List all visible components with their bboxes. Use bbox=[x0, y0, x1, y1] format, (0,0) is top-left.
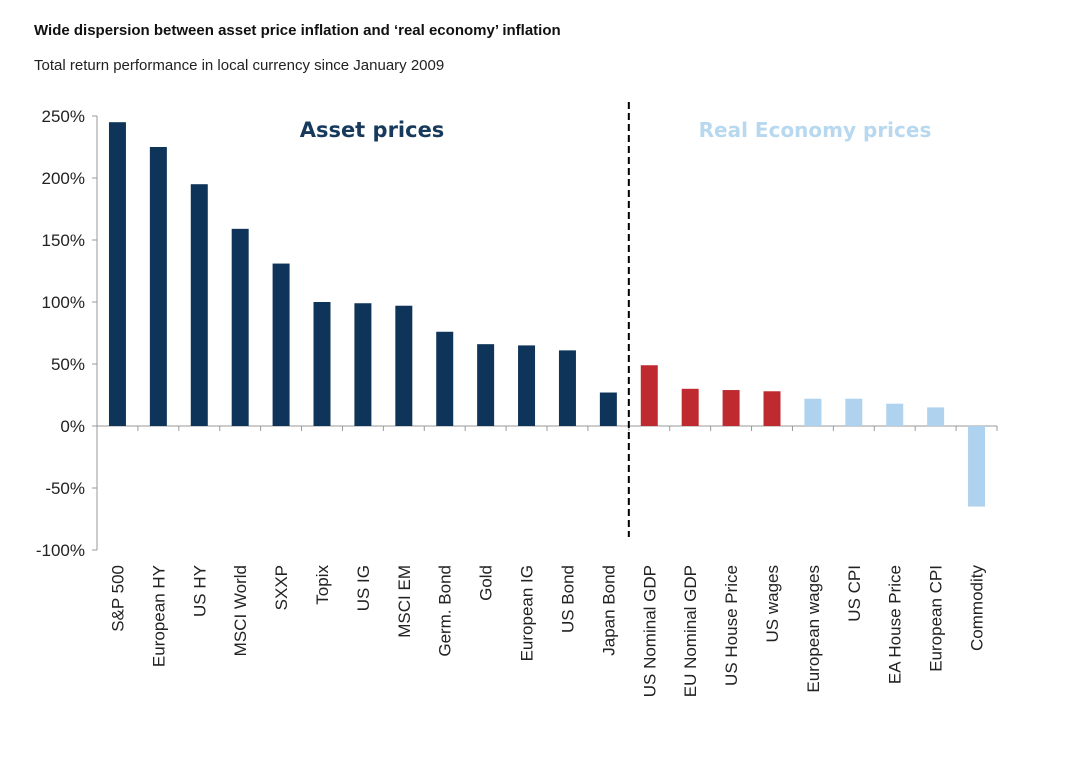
annotation-real-economy-prices: Real Economy prices bbox=[699, 118, 932, 142]
x-tick-label: Gold bbox=[477, 565, 496, 601]
bar-sxxp bbox=[272, 263, 290, 426]
bar-s-p-500 bbox=[108, 122, 126, 426]
bar-us-house-price bbox=[722, 390, 740, 426]
y-tick-label: 50% bbox=[51, 355, 85, 374]
bar-us-nominal-gdp bbox=[640, 365, 658, 426]
y-tick-label: -100% bbox=[36, 541, 85, 560]
x-tick-label: European CPI bbox=[927, 565, 946, 672]
bar-topix bbox=[313, 302, 331, 426]
chart-title: Wide dispersion between asset price infl… bbox=[34, 22, 561, 39]
bar-commodity bbox=[968, 426, 986, 507]
x-tick-label: US House Price bbox=[722, 565, 741, 686]
x-tick-label: US Bond bbox=[558, 565, 577, 633]
y-tick-label: 200% bbox=[42, 169, 85, 188]
x-tick-label: US IG bbox=[354, 565, 373, 611]
x-tick-label: Japan Bond bbox=[599, 565, 618, 656]
x-tick-label: European wages bbox=[804, 565, 823, 693]
bar-us-cpi bbox=[845, 398, 863, 426]
x-tick-label: S&P 500 bbox=[108, 565, 127, 632]
bar-germ-bond bbox=[436, 331, 454, 426]
bar-european-wages bbox=[804, 398, 822, 426]
x-tick-label: US wages bbox=[763, 565, 782, 642]
x-tick-label: Topix bbox=[313, 565, 332, 605]
annotation-asset-prices: Asset prices bbox=[300, 118, 445, 142]
x-tick-label: EA House Price bbox=[886, 565, 905, 684]
y-tick-label: 150% bbox=[42, 231, 85, 250]
bar-european-cpi bbox=[927, 407, 945, 426]
chart-subtitle: Total return performance in local curren… bbox=[34, 57, 445, 74]
y-tick-label: 250% bbox=[42, 107, 85, 126]
bar-ea-house-price bbox=[886, 403, 904, 426]
x-tick-label: European HY bbox=[149, 565, 168, 667]
x-tick-label: US HY bbox=[190, 565, 209, 617]
bar-us-ig bbox=[354, 303, 372, 426]
x-tick-label: Germ. Bond bbox=[436, 565, 455, 657]
bar-european-hy bbox=[149, 147, 167, 426]
bar-us-wages bbox=[763, 391, 781, 426]
bar-japan-bond bbox=[599, 392, 617, 426]
bar-msci-em bbox=[395, 305, 413, 426]
bar-gold bbox=[477, 344, 495, 426]
x-tick-label: US Nominal GDP bbox=[640, 565, 659, 697]
x-tick-label: MSCI World bbox=[231, 565, 250, 656]
y-tick-label: 0% bbox=[60, 417, 85, 436]
bar-us-bond bbox=[558, 350, 576, 426]
x-tick-label: MSCI EM bbox=[395, 565, 414, 638]
bar-european-ig bbox=[518, 345, 536, 426]
y-tick-label: -50% bbox=[45, 479, 85, 498]
x-tick-label: EU Nominal GDP bbox=[681, 565, 700, 697]
bar-msci-world bbox=[231, 228, 249, 426]
x-tick-label: SXXP bbox=[272, 565, 291, 610]
x-tick-label: US CPI bbox=[845, 565, 864, 622]
x-tick-label: Commodity bbox=[968, 565, 987, 651]
bar-eu-nominal-gdp bbox=[681, 388, 699, 426]
x-tick-label: European IG bbox=[518, 565, 537, 661]
bar-us-hy bbox=[190, 184, 208, 426]
y-tick-label: 100% bbox=[42, 293, 85, 312]
